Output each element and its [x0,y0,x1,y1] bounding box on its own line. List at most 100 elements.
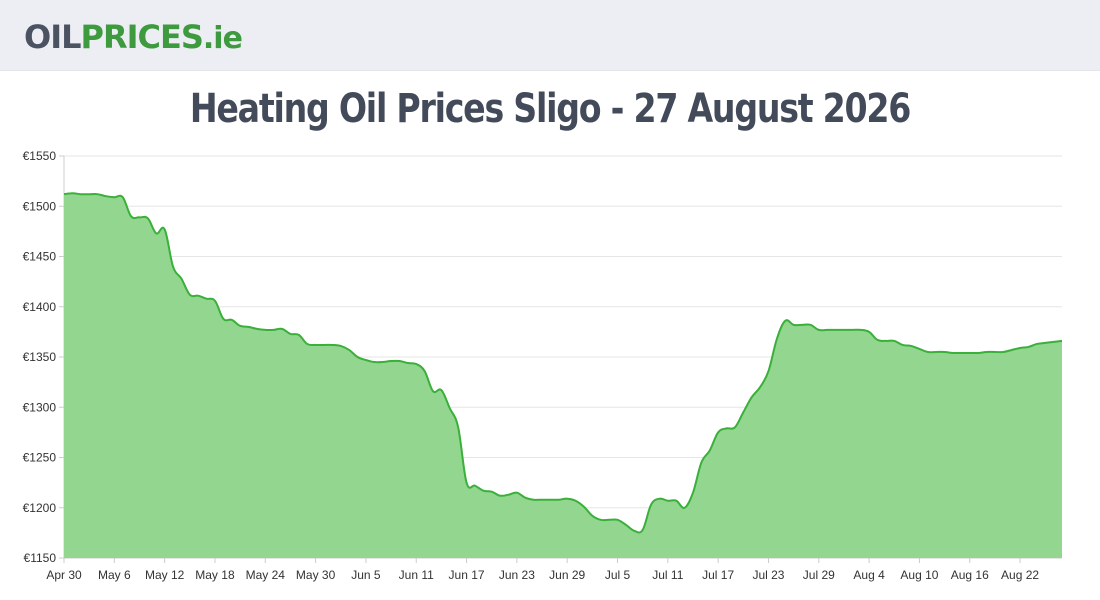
data-point[interactable] [682,505,688,511]
data-point[interactable] [279,326,285,332]
data-point[interactable] [95,191,101,197]
data-point[interactable] [950,350,956,356]
data-point[interactable] [489,489,495,495]
data-point[interactable] [958,350,964,356]
data-point[interactable] [86,191,92,197]
data-point[interactable] [598,517,604,523]
data-point[interactable] [136,214,142,220]
data-point[interactable] [405,360,411,366]
data-point[interactable] [220,316,226,322]
data-point[interactable] [1000,349,1006,355]
data-point[interactable] [589,513,595,519]
data-point[interactable] [413,361,419,367]
data-point[interactable] [69,190,75,196]
data-point[interactable] [606,517,612,523]
data-point[interactable] [396,358,402,364]
data-point[interactable] [757,384,763,390]
data-point[interactable] [925,349,931,355]
data-point[interactable] [61,191,67,197]
data-point[interactable] [296,332,302,338]
data-point[interactable] [816,327,822,333]
data-point[interactable] [531,497,537,503]
data-point[interactable] [1051,339,1057,345]
data-point[interactable] [673,498,679,504]
data-point[interactable] [346,347,352,353]
data-point[interactable] [774,336,780,342]
data-point[interactable] [556,497,562,503]
data-point[interactable] [464,480,470,486]
data-point[interactable] [858,327,864,333]
data-point[interactable] [1034,341,1040,347]
data-point[interactable] [371,359,377,365]
data-point[interactable] [1025,344,1031,350]
data-point[interactable] [321,342,327,348]
data-point[interactable] [942,349,948,355]
data-point[interactable] [422,368,428,374]
data-point[interactable] [573,498,579,504]
data-point[interactable] [698,460,704,466]
data-point[interactable] [120,194,126,200]
data-point[interactable] [271,327,277,333]
data-point[interactable] [246,324,252,330]
data-point[interactable] [547,497,553,503]
data-point[interactable] [438,387,444,393]
data-point[interactable] [128,213,134,219]
data-point[interactable] [229,317,235,323]
data-point[interactable] [975,350,981,356]
data-point[interactable] [891,338,897,344]
data-point[interactable] [807,322,813,328]
data-point[interactable] [1059,338,1065,344]
data-point[interactable] [329,342,335,348]
data-point[interactable] [430,388,436,394]
data-point[interactable] [724,425,730,431]
data-point[interactable] [497,493,503,499]
data-point[interactable] [648,502,654,508]
data-point[interactable] [287,331,293,337]
data-point[interactable] [791,322,797,328]
data-point[interactable] [615,517,621,523]
data-point[interactable] [874,337,880,343]
data-point[interactable] [522,495,528,501]
data-point[interactable] [824,327,830,333]
data-point[interactable] [145,215,151,221]
data-point[interactable] [111,194,117,200]
data-point[interactable] [782,318,788,324]
data-point[interactable] [103,193,109,199]
data-point[interactable] [380,359,386,365]
data-point[interactable] [153,230,159,236]
data-point[interactable] [715,429,721,435]
data-point[interactable] [304,341,310,347]
data-point[interactable] [162,226,168,232]
data-point[interactable] [833,327,839,333]
data-point[interactable] [178,276,184,282]
data-point[interactable] [254,326,260,332]
data-point[interactable] [187,292,193,298]
data-point[interactable] [707,447,713,453]
data-point[interactable] [455,424,461,430]
site-logo[interactable]: OILPRICES.ie [24,17,243,59]
data-point[interactable] [204,296,210,302]
data-point[interactable] [690,490,696,496]
data-point[interactable] [195,293,201,299]
data-point[interactable] [799,322,805,328]
data-point[interactable] [539,497,545,503]
data-point[interactable] [749,394,755,400]
data-point[interactable] [78,191,84,197]
data-point[interactable] [631,528,637,534]
data-point[interactable] [866,329,872,335]
data-point[interactable] [262,327,268,333]
data-point[interactable] [984,349,990,355]
data-point[interactable] [765,368,771,374]
data-point[interactable] [480,488,486,494]
data-point[interactable] [967,350,973,356]
data-point[interactable] [849,327,855,333]
data-point[interactable] [900,342,906,348]
data-point[interactable] [933,349,939,355]
data-point[interactable] [841,327,847,333]
data-point[interactable] [472,483,478,489]
data-point[interactable] [640,527,646,533]
data-point[interactable] [388,358,394,364]
data-point[interactable] [581,504,587,510]
data-point[interactable] [363,357,369,363]
data-point[interactable] [623,522,629,528]
